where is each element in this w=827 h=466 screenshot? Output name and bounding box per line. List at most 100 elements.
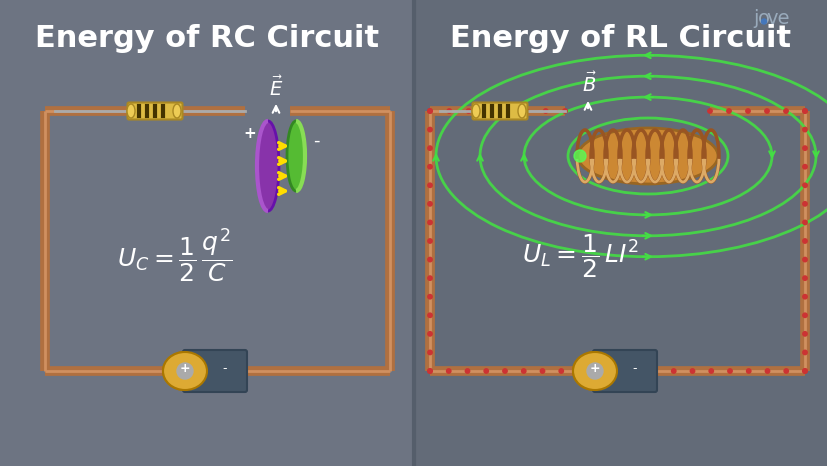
Circle shape bbox=[428, 313, 432, 317]
Text: $U_C = \dfrac{1}{2}\,\dfrac{q^2}{C}$: $U_C = \dfrac{1}{2}\,\dfrac{q^2}{C}$ bbox=[117, 227, 232, 285]
Ellipse shape bbox=[256, 121, 279, 211]
Ellipse shape bbox=[163, 352, 207, 390]
Circle shape bbox=[466, 109, 471, 113]
Circle shape bbox=[802, 109, 806, 113]
Text: $\vec{B}$: $\vec{B}$ bbox=[581, 72, 597, 96]
Circle shape bbox=[764, 109, 768, 113]
Text: $\vec{E}$: $\vec{E}$ bbox=[269, 76, 283, 100]
Circle shape bbox=[465, 369, 469, 373]
Circle shape bbox=[802, 257, 806, 262]
Circle shape bbox=[446, 369, 451, 373]
Circle shape bbox=[428, 202, 432, 206]
Circle shape bbox=[783, 369, 787, 373]
Text: +: + bbox=[589, 363, 600, 376]
Circle shape bbox=[802, 313, 806, 317]
Ellipse shape bbox=[127, 104, 135, 118]
FancyBboxPatch shape bbox=[592, 350, 656, 392]
Text: -: - bbox=[222, 363, 227, 376]
Circle shape bbox=[540, 369, 544, 373]
Circle shape bbox=[573, 150, 586, 162]
Circle shape bbox=[802, 369, 806, 373]
Circle shape bbox=[802, 183, 806, 187]
Circle shape bbox=[562, 109, 566, 113]
Circle shape bbox=[783, 109, 787, 113]
Text: Energy of RC Circuit: Energy of RC Circuit bbox=[35, 23, 379, 53]
Circle shape bbox=[690, 369, 694, 373]
Circle shape bbox=[428, 164, 432, 169]
Circle shape bbox=[595, 369, 600, 373]
Circle shape bbox=[484, 369, 488, 373]
Circle shape bbox=[802, 164, 806, 169]
Circle shape bbox=[428, 183, 432, 187]
Ellipse shape bbox=[518, 104, 525, 118]
Circle shape bbox=[543, 109, 547, 113]
Circle shape bbox=[521, 369, 525, 373]
Text: o: o bbox=[757, 8, 769, 27]
Circle shape bbox=[428, 350, 432, 355]
Text: j: j bbox=[753, 8, 758, 27]
Circle shape bbox=[802, 220, 806, 225]
Text: +: + bbox=[243, 126, 256, 142]
Text: Energy of RL Circuit: Energy of RL Circuit bbox=[450, 23, 791, 53]
Circle shape bbox=[802, 127, 806, 132]
Circle shape bbox=[802, 350, 806, 355]
Ellipse shape bbox=[163, 352, 207, 390]
Circle shape bbox=[428, 146, 432, 151]
Circle shape bbox=[802, 295, 806, 299]
Circle shape bbox=[428, 369, 432, 373]
Circle shape bbox=[745, 109, 749, 113]
Circle shape bbox=[746, 369, 750, 373]
Circle shape bbox=[802, 369, 806, 373]
Text: ve: ve bbox=[765, 8, 789, 27]
Circle shape bbox=[761, 19, 766, 24]
Ellipse shape bbox=[572, 352, 616, 390]
Bar bbox=[414, 0, 827, 466]
Ellipse shape bbox=[287, 121, 304, 191]
Circle shape bbox=[802, 239, 806, 243]
Circle shape bbox=[428, 109, 432, 113]
Circle shape bbox=[447, 109, 451, 113]
Circle shape bbox=[727, 369, 731, 373]
Text: -: - bbox=[313, 132, 319, 150]
Circle shape bbox=[428, 239, 432, 243]
Text: $U_L = \dfrac{1}{2}\,LI^2$: $U_L = \dfrac{1}{2}\,LI^2$ bbox=[521, 232, 638, 280]
Circle shape bbox=[485, 109, 490, 113]
Circle shape bbox=[671, 369, 675, 373]
FancyBboxPatch shape bbox=[127, 103, 182, 119]
Circle shape bbox=[428, 276, 432, 281]
Circle shape bbox=[428, 109, 432, 113]
Circle shape bbox=[428, 257, 432, 262]
Circle shape bbox=[523, 109, 528, 113]
Circle shape bbox=[707, 109, 711, 113]
Circle shape bbox=[708, 369, 713, 373]
Circle shape bbox=[502, 369, 507, 373]
Text: -: - bbox=[632, 363, 637, 376]
Text: +: + bbox=[179, 363, 190, 376]
Circle shape bbox=[633, 369, 638, 373]
Circle shape bbox=[504, 109, 509, 113]
Circle shape bbox=[428, 295, 432, 299]
Circle shape bbox=[802, 332, 806, 336]
Circle shape bbox=[177, 363, 193, 379]
Circle shape bbox=[652, 369, 657, 373]
Circle shape bbox=[614, 369, 619, 373]
Ellipse shape bbox=[572, 352, 616, 390]
Circle shape bbox=[577, 369, 581, 373]
Circle shape bbox=[428, 369, 432, 373]
Circle shape bbox=[802, 109, 806, 113]
Circle shape bbox=[802, 146, 806, 151]
FancyBboxPatch shape bbox=[183, 350, 246, 392]
Circle shape bbox=[802, 276, 806, 281]
Circle shape bbox=[428, 127, 432, 132]
Ellipse shape bbox=[577, 128, 717, 184]
Circle shape bbox=[428, 220, 432, 225]
Circle shape bbox=[558, 369, 562, 373]
Ellipse shape bbox=[471, 104, 480, 118]
Circle shape bbox=[586, 363, 602, 379]
Circle shape bbox=[764, 369, 769, 373]
Circle shape bbox=[726, 109, 730, 113]
Bar bbox=[0, 0, 414, 466]
FancyBboxPatch shape bbox=[472, 103, 527, 119]
Circle shape bbox=[802, 202, 806, 206]
Ellipse shape bbox=[173, 104, 181, 118]
